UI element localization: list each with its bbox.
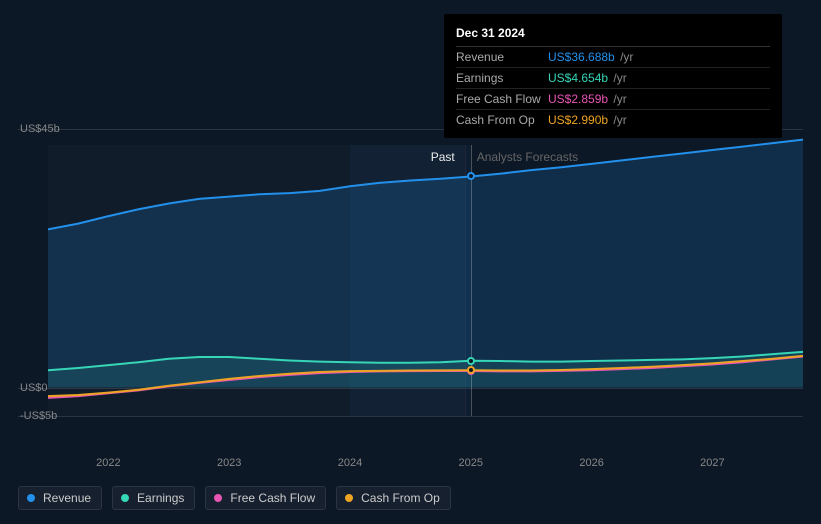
tooltip-row-label: Revenue: [456, 50, 548, 64]
tooltip-row-unit: /yr: [610, 92, 627, 106]
x-axis-label: 2024: [338, 457, 362, 469]
tooltip-row-value: US$4.654b: [548, 71, 608, 85]
tooltip-row-unit: /yr: [617, 50, 634, 64]
x-axis-label: 2026: [579, 457, 603, 469]
tooltip-row: RevenueUS$36.688b /yr: [456, 47, 770, 68]
x-axis-label: 2023: [217, 457, 241, 469]
tooltip-row: Free Cash FlowUS$2.859b /yr: [456, 89, 770, 110]
legend-dot: [27, 494, 35, 502]
legend-dot: [214, 494, 222, 502]
legend-item-free-cash-flow[interactable]: Free Cash Flow: [205, 486, 326, 510]
past-label: Past: [431, 150, 455, 164]
hover-marker-earnings: [467, 357, 475, 365]
x-axis-label: 2027: [700, 457, 724, 469]
tooltip-row-value: US$2.990b: [548, 113, 608, 127]
legend-dot: [345, 494, 353, 502]
legend-item-revenue[interactable]: Revenue: [18, 486, 102, 510]
tooltip-row-value: US$2.859b: [548, 92, 608, 106]
tooltip-row-value: US$36.688b: [548, 50, 615, 64]
tooltip-title: Dec 31 2024: [456, 22, 770, 47]
tooltip-row-label: Cash From Op: [456, 113, 548, 127]
legend-item-cash-from-op[interactable]: Cash From Op: [336, 486, 451, 510]
x-axis-label: 2022: [96, 457, 120, 469]
legend-dot: [121, 494, 129, 502]
legend-label: Free Cash Flow: [230, 491, 315, 505]
legend-label: Revenue: [43, 491, 91, 505]
x-axis-label: 2025: [459, 457, 483, 469]
tooltip-row-unit: /yr: [610, 71, 627, 85]
series-area-revenue: [48, 140, 803, 388]
tooltip-row-label: Earnings: [456, 71, 548, 85]
tooltip-row-label: Free Cash Flow: [456, 92, 548, 106]
forecast-label: Analysts Forecasts: [477, 150, 578, 164]
tooltip-row: EarningsUS$4.654b /yr: [456, 68, 770, 89]
hover-tooltip: Dec 31 2024 RevenueUS$36.688b /yrEarning…: [444, 14, 782, 138]
hover-marker-cash-from-op: [467, 366, 475, 374]
tooltip-row: Cash From OpUS$2.990b /yr: [456, 110, 770, 130]
legend-label: Cash From Op: [361, 491, 440, 505]
hover-marker-revenue: [467, 172, 475, 180]
hover-line: [471, 145, 472, 416]
legend-item-earnings[interactable]: Earnings: [112, 486, 195, 510]
chart-container: { "chart": { "width": 821, "height": 524…: [0, 0, 821, 524]
legend-label: Earnings: [137, 491, 184, 505]
tooltip-row-unit: /yr: [610, 113, 627, 127]
chart-legend: Revenue Earnings Free Cash Flow Cash From O…: [18, 486, 451, 510]
